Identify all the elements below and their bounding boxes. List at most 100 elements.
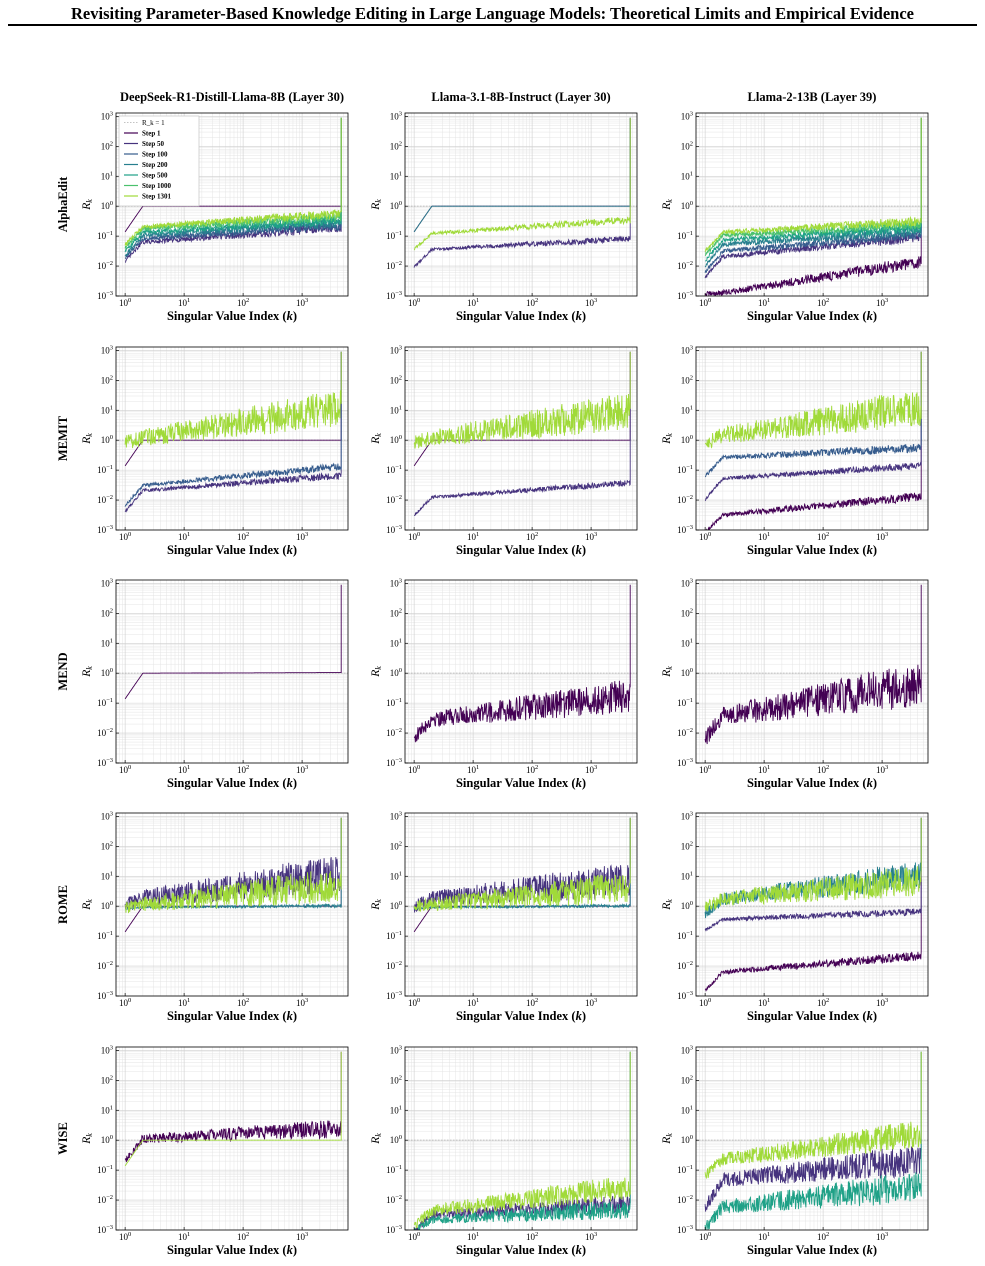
x-axis-label: Singular Value Index (k) bbox=[747, 1009, 877, 1023]
y-tick-label: 102 bbox=[390, 607, 402, 618]
y-tick-label: 103 bbox=[101, 1044, 113, 1055]
y-tick-label: 101 bbox=[101, 1104, 113, 1115]
y-tick-label: 102 bbox=[101, 374, 113, 385]
x-tick-label: 102 bbox=[237, 531, 249, 542]
column-title: DeepSeek-R1-Distill-Llama-8B (Layer 30) bbox=[120, 90, 344, 104]
y-tick-label: 10−1 bbox=[677, 464, 693, 475]
y-tick-label: 100 bbox=[681, 900, 693, 911]
series-line bbox=[124, 584, 342, 700]
column-title: Llama-2-13B (Layer 39) bbox=[748, 90, 877, 104]
series-group bbox=[704, 1051, 922, 1230]
x-axis-label: Singular Value Index (k) bbox=[747, 543, 877, 557]
series-line bbox=[704, 117, 922, 252]
y-tick-label: 100 bbox=[101, 1134, 113, 1145]
y-tick-label: 101 bbox=[390, 1104, 402, 1115]
x-tick-label: 102 bbox=[526, 764, 538, 775]
x-tick-label: 101 bbox=[467, 531, 479, 542]
x-axis-label: Singular Value Index (k) bbox=[167, 309, 297, 323]
series-line bbox=[413, 351, 631, 467]
series-line bbox=[124, 351, 342, 507]
x-axis-label: Singular Value Index (k) bbox=[456, 309, 586, 323]
series-line bbox=[704, 817, 922, 932]
y-tick-label: 103 bbox=[101, 110, 113, 121]
y-tick-label: 10−2 bbox=[386, 960, 402, 971]
x-tick-label: 100 bbox=[408, 997, 420, 1008]
axes-frame bbox=[404, 579, 638, 764]
series-line bbox=[704, 351, 922, 478]
series-line bbox=[704, 117, 922, 273]
legend-entry: Step 50 bbox=[142, 140, 164, 148]
axes-frame bbox=[115, 112, 349, 297]
y-tick-label: 101 bbox=[390, 637, 402, 648]
y-tick-label: 103 bbox=[681, 577, 693, 588]
x-tick-label: 100 bbox=[699, 1231, 711, 1242]
x-tick-label: 102 bbox=[237, 764, 249, 775]
y-axis-label: Rk bbox=[370, 899, 383, 911]
y-tick-label: 102 bbox=[390, 1074, 402, 1085]
x-tick-label: 103 bbox=[876, 997, 888, 1008]
y-tick-label: 10−2 bbox=[677, 960, 693, 971]
row-label: AlphaEdit bbox=[56, 176, 70, 232]
y-tick-label: 10−3 bbox=[386, 757, 402, 768]
y-tick-label: 10−1 bbox=[386, 697, 402, 708]
y-tick-label: 10−1 bbox=[97, 464, 113, 475]
series-line bbox=[124, 817, 342, 914]
y-tick-label: 100 bbox=[101, 900, 113, 911]
x-tick-label: 101 bbox=[758, 297, 770, 308]
series-line bbox=[414, 1051, 631, 1230]
y-tick-label: 10−2 bbox=[677, 494, 693, 505]
x-tick-label: 103 bbox=[296, 764, 308, 775]
major-grid bbox=[696, 580, 928, 764]
series-line bbox=[704, 817, 922, 919]
series-line bbox=[413, 117, 631, 268]
y-tick-label: 102 bbox=[390, 140, 402, 151]
row-label: MEND bbox=[56, 652, 70, 690]
series-group bbox=[413, 1051, 631, 1230]
y-tick-label: 100 bbox=[101, 200, 113, 211]
x-tick-label: 102 bbox=[526, 531, 538, 542]
series-group bbox=[704, 584, 922, 745]
series-line bbox=[124, 351, 342, 513]
x-tick-label: 101 bbox=[758, 1231, 770, 1242]
x-tick-label: 103 bbox=[876, 1231, 888, 1242]
y-tick-label: 10−2 bbox=[386, 494, 402, 505]
row-label: MEMIT bbox=[56, 415, 70, 461]
x-axis-label: Singular Value Index (k) bbox=[456, 543, 586, 557]
y-tick-label: 10−1 bbox=[677, 230, 693, 241]
y-tick-label: 101 bbox=[681, 404, 693, 415]
y-tick-label: 10−3 bbox=[386, 524, 402, 535]
x-tick-label: 101 bbox=[178, 997, 190, 1008]
y-tick-label: 10−2 bbox=[97, 1194, 113, 1205]
y-tick-label: 103 bbox=[390, 110, 402, 121]
y-tick-label: 100 bbox=[681, 434, 693, 445]
y-tick-label: 103 bbox=[390, 577, 402, 588]
axes-frame bbox=[695, 112, 929, 297]
y-tick-label: 10−2 bbox=[97, 727, 113, 738]
y-axis-label: Rk bbox=[661, 199, 674, 211]
x-tick-label: 100 bbox=[408, 1231, 420, 1242]
x-tick-label: 102 bbox=[817, 997, 829, 1008]
legend-entry: R_k = 1 bbox=[142, 119, 165, 127]
y-tick-label: 103 bbox=[390, 1044, 402, 1055]
axes-frame bbox=[404, 112, 638, 297]
x-tick-label: 103 bbox=[585, 764, 597, 775]
x-tick-label: 101 bbox=[467, 997, 479, 1008]
y-tick-label: 100 bbox=[390, 667, 402, 678]
y-tick-label: 103 bbox=[390, 344, 402, 355]
y-tick-label: 10−2 bbox=[386, 1194, 402, 1205]
y-axis-label: Rk bbox=[81, 899, 94, 911]
y-tick-label: 103 bbox=[390, 810, 402, 821]
legend-entry: Step 100 bbox=[142, 151, 168, 159]
y-tick-label: 10−1 bbox=[677, 697, 693, 708]
y-tick-label: 101 bbox=[101, 870, 113, 881]
x-axis-label: Singular Value Index (k) bbox=[456, 776, 586, 790]
series-line bbox=[704, 817, 922, 992]
y-tick-label: 103 bbox=[101, 577, 113, 588]
y-axis-label: Rk bbox=[661, 666, 674, 678]
